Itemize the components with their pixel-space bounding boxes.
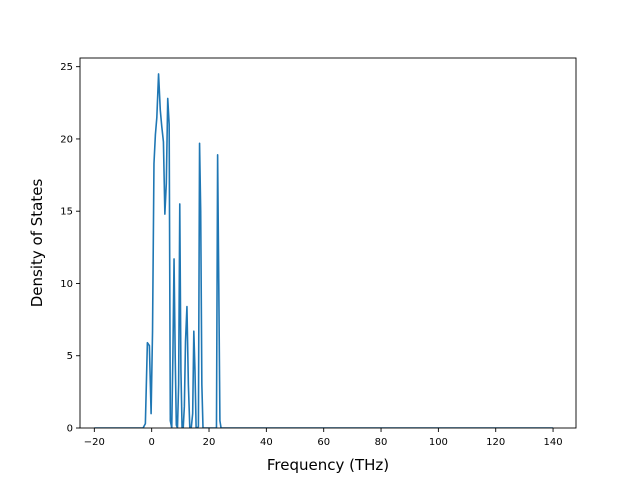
plot-area [79, 57, 577, 429]
y-axis: 0 5 10 15 20 25 [60, 62, 80, 435]
y-tick-label: 5 [67, 351, 73, 362]
axes-frame [79, 57, 577, 429]
x-tick-label: 80 [375, 437, 388, 448]
x-tick-label: 140 [544, 437, 563, 448]
y-tick-label: 0 [67, 424, 73, 435]
x-tick-label: 20 [203, 437, 216, 448]
y-axis-label: Density of States [28, 179, 46, 308]
x-axis-label: Frequency (THz) [267, 456, 389, 474]
x-tick-label: −20 [84, 437, 105, 448]
y-tick-label: 10 [60, 279, 73, 290]
y-tick-label: 25 [60, 62, 73, 73]
x-axis: −20 0 20 40 60 80 100 120 140 [84, 428, 563, 448]
dos-series-line [94, 73, 554, 428]
x-tick-label: 0 [148, 437, 154, 448]
x-tick-label: 120 [486, 437, 505, 448]
x-tick-label: 100 [429, 437, 448, 448]
x-tick-label: 60 [317, 437, 330, 448]
y-tick-label: 20 [60, 134, 73, 145]
x-tick-label: 40 [260, 437, 273, 448]
y-tick-label: 15 [60, 207, 73, 218]
